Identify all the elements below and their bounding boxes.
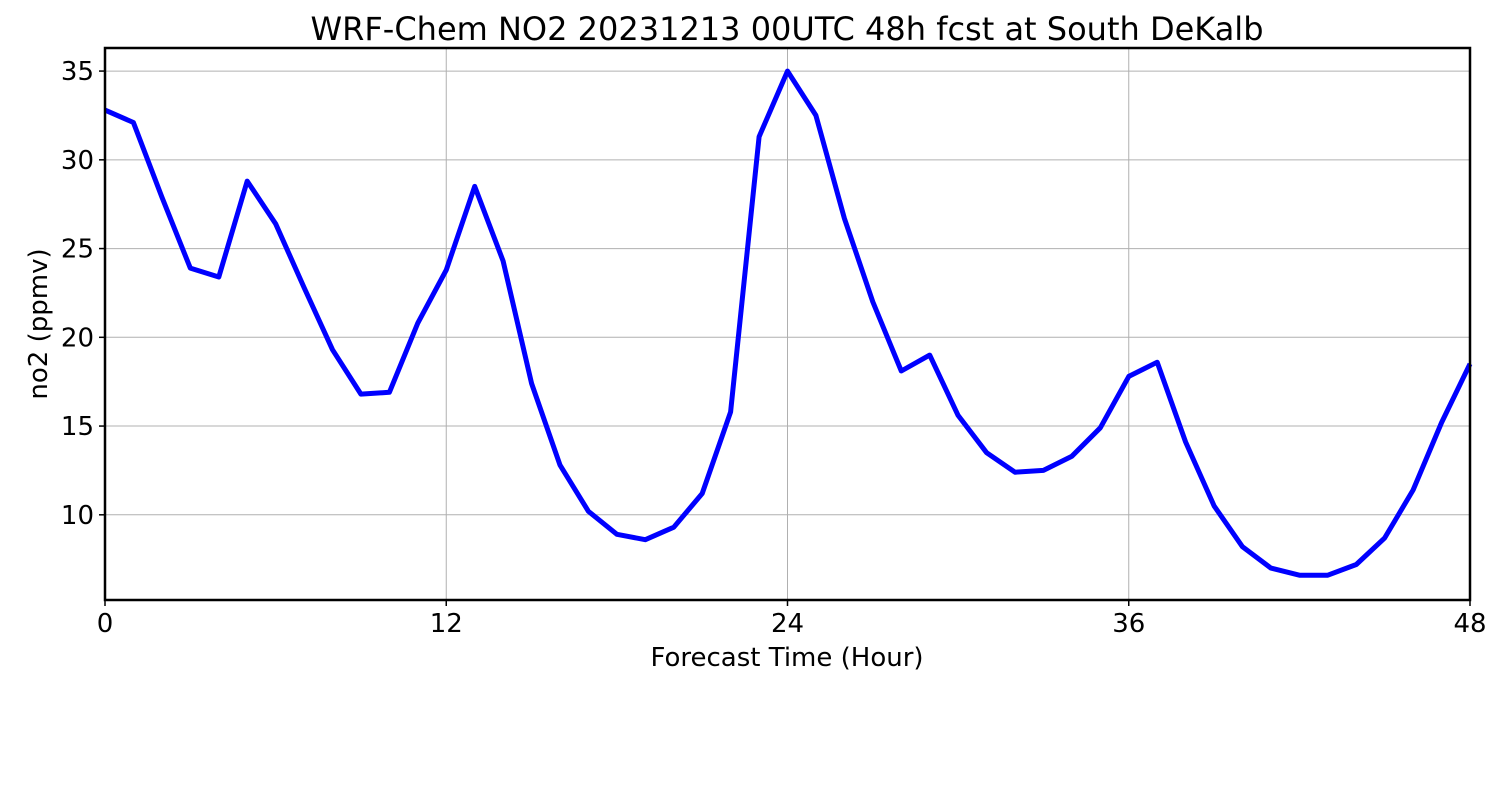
y-tick-label: 10	[61, 501, 94, 531]
x-axis-label: Forecast Time (Hour)	[650, 643, 923, 673]
y-tick-label: 30	[61, 146, 94, 176]
x-tick-label: 12	[430, 609, 463, 639]
chart-title: WRF-Chem NO2 20231213 00UTC 48h fcst at …	[311, 10, 1264, 48]
y-tick-label: 15	[61, 412, 94, 442]
y-tick-label: 35	[61, 57, 94, 87]
grid-lines	[104, 48, 1471, 600]
y-tick-label: 25	[61, 235, 94, 265]
x-tick-label: 24	[771, 609, 804, 639]
y-tick-label: 20	[61, 323, 94, 353]
x-tick-label: 36	[1112, 609, 1145, 639]
x-tick-label: 48	[1453, 609, 1486, 639]
x-tick-label: 0	[97, 609, 114, 639]
no2-series-line	[103, 68, 1473, 578]
series-layer	[103, 68, 1473, 578]
axis-ticks: 0 12 24 36 48 10 15 20 25 30 35	[61, 57, 1487, 639]
y-axis-label: no2 (ppmv)	[24, 248, 54, 399]
